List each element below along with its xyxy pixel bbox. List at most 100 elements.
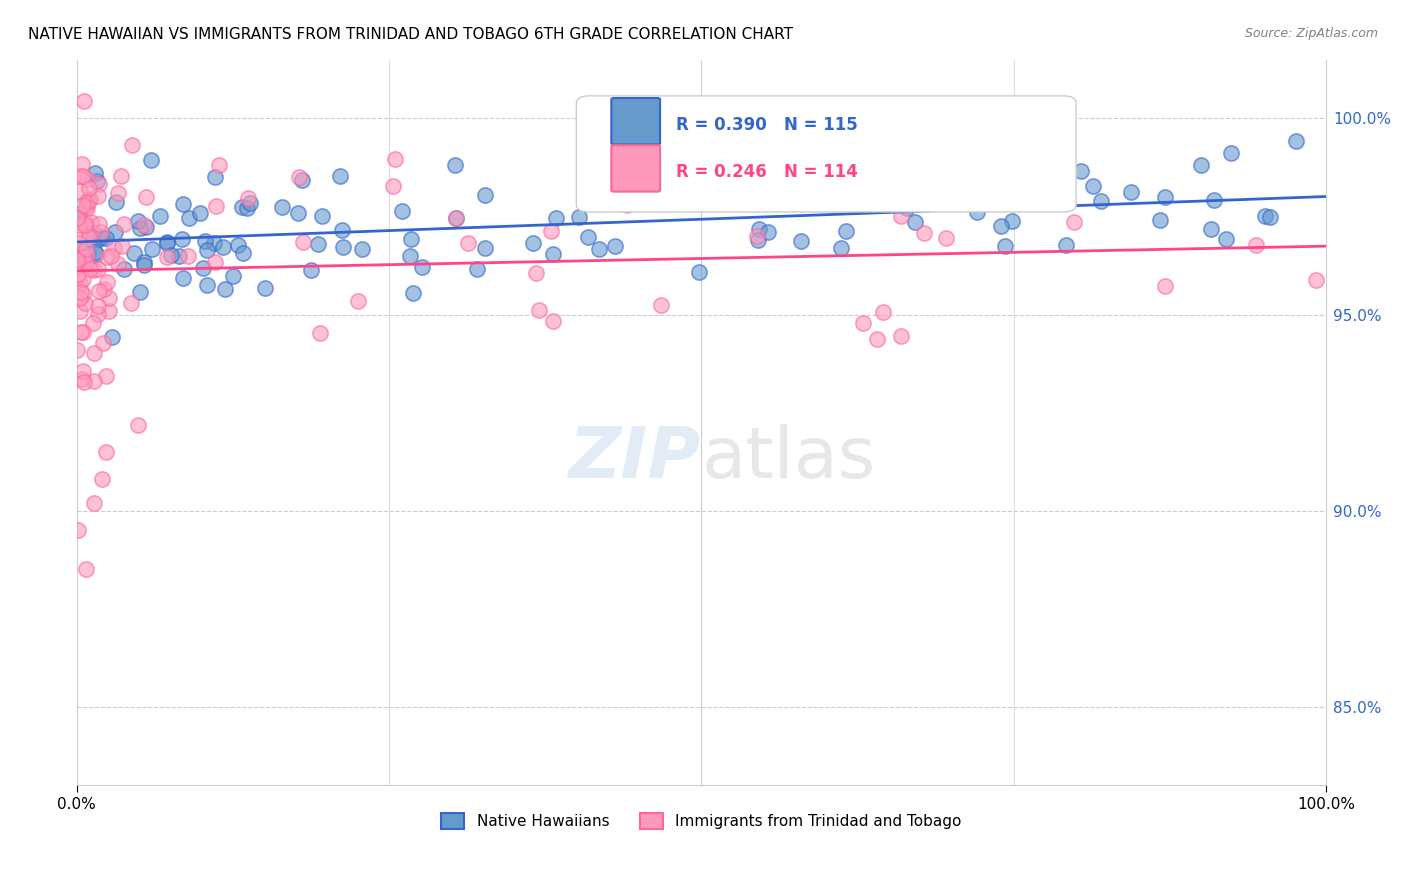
Point [966, 205, 988, 219]
Point [90, 230, 112, 244]
Point [1153, 190, 1175, 204]
Point [287, 206, 309, 220]
Point [922, 148, 945, 162]
Point [103, 226, 125, 240]
Point [188, 206, 211, 220]
Point [156, 235, 179, 249]
Point [83, 263, 105, 277]
Text: atlas: atlas [702, 424, 876, 493]
Point [91, 335, 114, 350]
Point [73, 215, 96, 229]
Point [69, 285, 91, 300]
Point [65, 343, 87, 358]
Point [72, 169, 94, 183]
Point [540, 224, 562, 238]
Point [112, 217, 135, 231]
Point [752, 151, 775, 165]
FancyBboxPatch shape [612, 98, 659, 145]
Point [770, 176, 793, 190]
Point [205, 199, 228, 213]
Point [204, 169, 226, 184]
Point [790, 235, 813, 249]
Point [72, 287, 94, 301]
Point [912, 226, 935, 240]
Point [69, 185, 91, 199]
Point [576, 229, 599, 244]
Point [1285, 134, 1308, 148]
Point [76, 194, 98, 209]
Point [69, 227, 91, 242]
Point [621, 178, 644, 193]
Point [87, 217, 110, 231]
Point [96, 444, 118, 458]
Point [411, 260, 433, 274]
Point [70, 244, 93, 258]
Point [156, 250, 179, 264]
Point [751, 184, 773, 198]
Point [352, 242, 374, 256]
Point [69, 304, 91, 318]
Point [990, 219, 1012, 233]
Point [872, 304, 894, 318]
Point [128, 221, 150, 235]
Point [1305, 273, 1327, 287]
Point [346, 294, 368, 309]
Point [84, 166, 107, 180]
Point [1215, 232, 1237, 246]
Point [103, 241, 125, 255]
Text: NATIVE HAWAIIAN VS IMMIGRANTS FROM TRINIDAD AND TOBAGO 6TH GRADE CORRELATION CHA: NATIVE HAWAIIAN VS IMMIGRANTS FROM TRINI… [28, 27, 793, 42]
Point [1119, 185, 1142, 199]
Point [75, 296, 97, 310]
Point [541, 314, 564, 328]
Point [135, 190, 157, 204]
Point [1063, 215, 1085, 229]
Point [87, 299, 110, 313]
Point [73, 251, 96, 265]
Point [214, 282, 236, 296]
Point [1189, 159, 1212, 173]
Legend: Native Hawaiians, Immigrants from Trinidad and Tobago: Native Hawaiians, Immigrants from Trinid… [436, 807, 967, 836]
Point [381, 178, 404, 193]
Point [830, 241, 852, 255]
Point [69, 326, 91, 340]
Point [67, 259, 90, 273]
Point [963, 167, 986, 181]
Point [169, 249, 191, 263]
Point [149, 209, 172, 223]
Point [603, 239, 626, 253]
Point [67, 169, 90, 184]
Point [98, 304, 121, 318]
Point [83, 346, 105, 360]
Point [195, 278, 218, 293]
Point [75, 242, 97, 256]
Point [399, 249, 422, 263]
Text: R = 0.246   N = 114: R = 0.246 N = 114 [676, 163, 858, 181]
Point [1258, 210, 1281, 224]
Point [128, 285, 150, 299]
Point [444, 158, 467, 172]
Point [1090, 194, 1112, 208]
Point [67, 207, 90, 221]
Point [70, 157, 93, 171]
Point [586, 137, 609, 152]
Point [79, 194, 101, 208]
Point [72, 364, 94, 378]
Point [100, 248, 122, 262]
Point [107, 186, 129, 201]
Point [69, 276, 91, 290]
Point [87, 307, 110, 321]
Point [141, 153, 163, 167]
Point [77, 181, 100, 195]
Point [67, 218, 90, 232]
Point [543, 247, 565, 261]
Point [1201, 221, 1223, 235]
Point [1244, 237, 1267, 252]
Point [465, 261, 488, 276]
Point [82, 316, 104, 330]
Point [522, 235, 544, 250]
Point [748, 222, 770, 236]
Point [96, 368, 118, 383]
Point [866, 332, 889, 346]
Point [96, 275, 118, 289]
Point [546, 211, 568, 225]
